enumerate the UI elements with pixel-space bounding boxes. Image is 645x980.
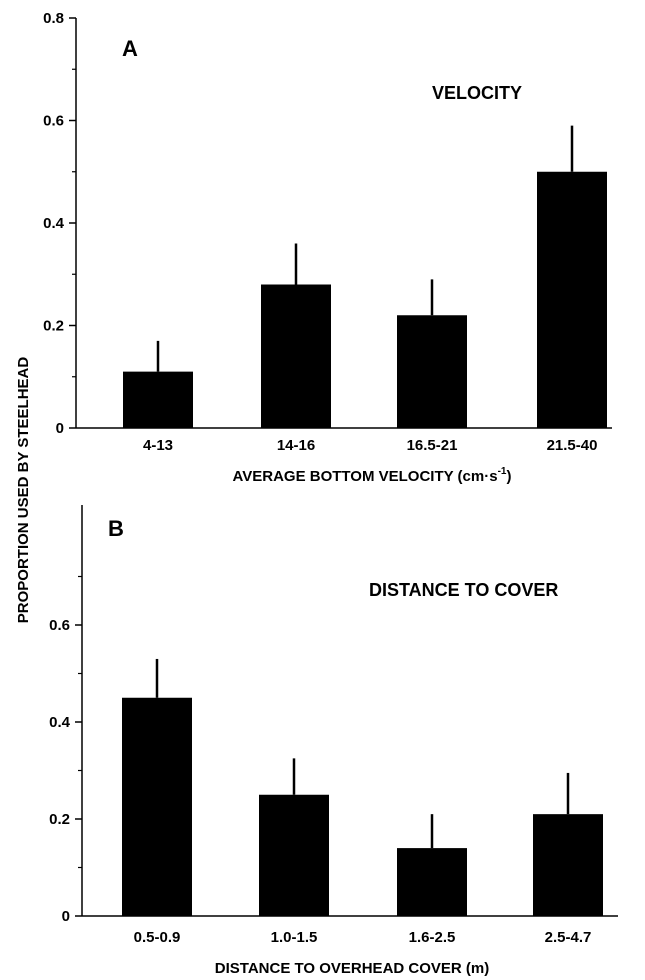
panel-a-letter: A bbox=[122, 36, 138, 61]
panel-a-y-tick-label: 0.8 bbox=[43, 10, 64, 27]
panel-a-x-axis-title-tail: ) bbox=[506, 468, 511, 485]
panel-b: 00.20.40.6 0.5-0.9 1.0-1.5 1.6-2.5 2.5-4.7 … bbox=[49, 505, 618, 977]
panel-a-y-tick-label: 0.6 bbox=[43, 113, 64, 130]
panel-a-category-label: 21.5-40 bbox=[547, 437, 598, 454]
panel-b-y-tick-label: 0.6 bbox=[49, 617, 70, 634]
panel-b-bar bbox=[533, 814, 603, 916]
panel-a-category-label: 14-16 bbox=[277, 437, 315, 454]
panel-b-category-label: 1.0-1.5 bbox=[271, 929, 318, 946]
panel-b-y-tick-label: 0 bbox=[62, 908, 70, 925]
panel-a: 00.20.40.60.8 4-13 14-16 16.5-21 21.5-40 A … bbox=[43, 10, 612, 485]
panel-a-category-label: 4-13 bbox=[143, 437, 173, 454]
panel-b-x-axis-title-main: DISTANCE TO OVERHEAD COVER (m) bbox=[215, 960, 489, 977]
panel-a-x-axis-title: AVERAGE BOTTOM VELOCITY (cm·s-1) bbox=[233, 466, 512, 485]
panel-a-y-tick-label: 0.4 bbox=[43, 215, 65, 232]
panel-a-bar bbox=[123, 371, 193, 428]
panel-b-title: DISTANCE TO COVER bbox=[369, 580, 558, 600]
panel-b-category-label: 2.5-4.7 bbox=[545, 929, 592, 946]
panel-a-y-tick-label: 0 bbox=[56, 420, 64, 437]
panel-a-bar bbox=[397, 315, 467, 428]
panel-b-bar bbox=[259, 794, 329, 916]
panel-b-bar bbox=[122, 697, 192, 916]
panel-b-bars: 0.5-0.9 1.0-1.5 1.6-2.5 2.5-4.7 bbox=[122, 658, 603, 946]
panel-a-bars: 4-13 14-16 16.5-21 21.5-40 bbox=[123, 125, 607, 454]
panel-a-x-axis-title-sup: -1 bbox=[498, 466, 507, 477]
panel-b-category-label: 1.6-2.5 bbox=[409, 929, 456, 946]
panel-a-title: VELOCITY bbox=[432, 83, 522, 103]
panel-a-bar bbox=[537, 171, 607, 428]
panel-b-y-tick-label: 0.2 bbox=[49, 811, 70, 828]
panel-a-x-axis-title-main: AVERAGE BOTTOM VELOCITY (cm·s bbox=[233, 468, 498, 485]
y-axis-label: PROPORTION USED BY STEELHEAD bbox=[15, 357, 32, 624]
panel-b-y-tick-label: 0.4 bbox=[49, 714, 71, 731]
panel-b-bar bbox=[397, 848, 467, 916]
panel-b-category-label: 0.5-0.9 bbox=[134, 929, 181, 946]
panel-a-bar bbox=[261, 284, 331, 428]
panel-a-category-label: 16.5-21 bbox=[407, 437, 458, 454]
panel-b-x-axis-title: DISTANCE TO OVERHEAD COVER (m) bbox=[215, 960, 489, 977]
panel-b-letter: B bbox=[108, 516, 124, 541]
panel-a-y-tick-label: 0.2 bbox=[43, 318, 64, 335]
